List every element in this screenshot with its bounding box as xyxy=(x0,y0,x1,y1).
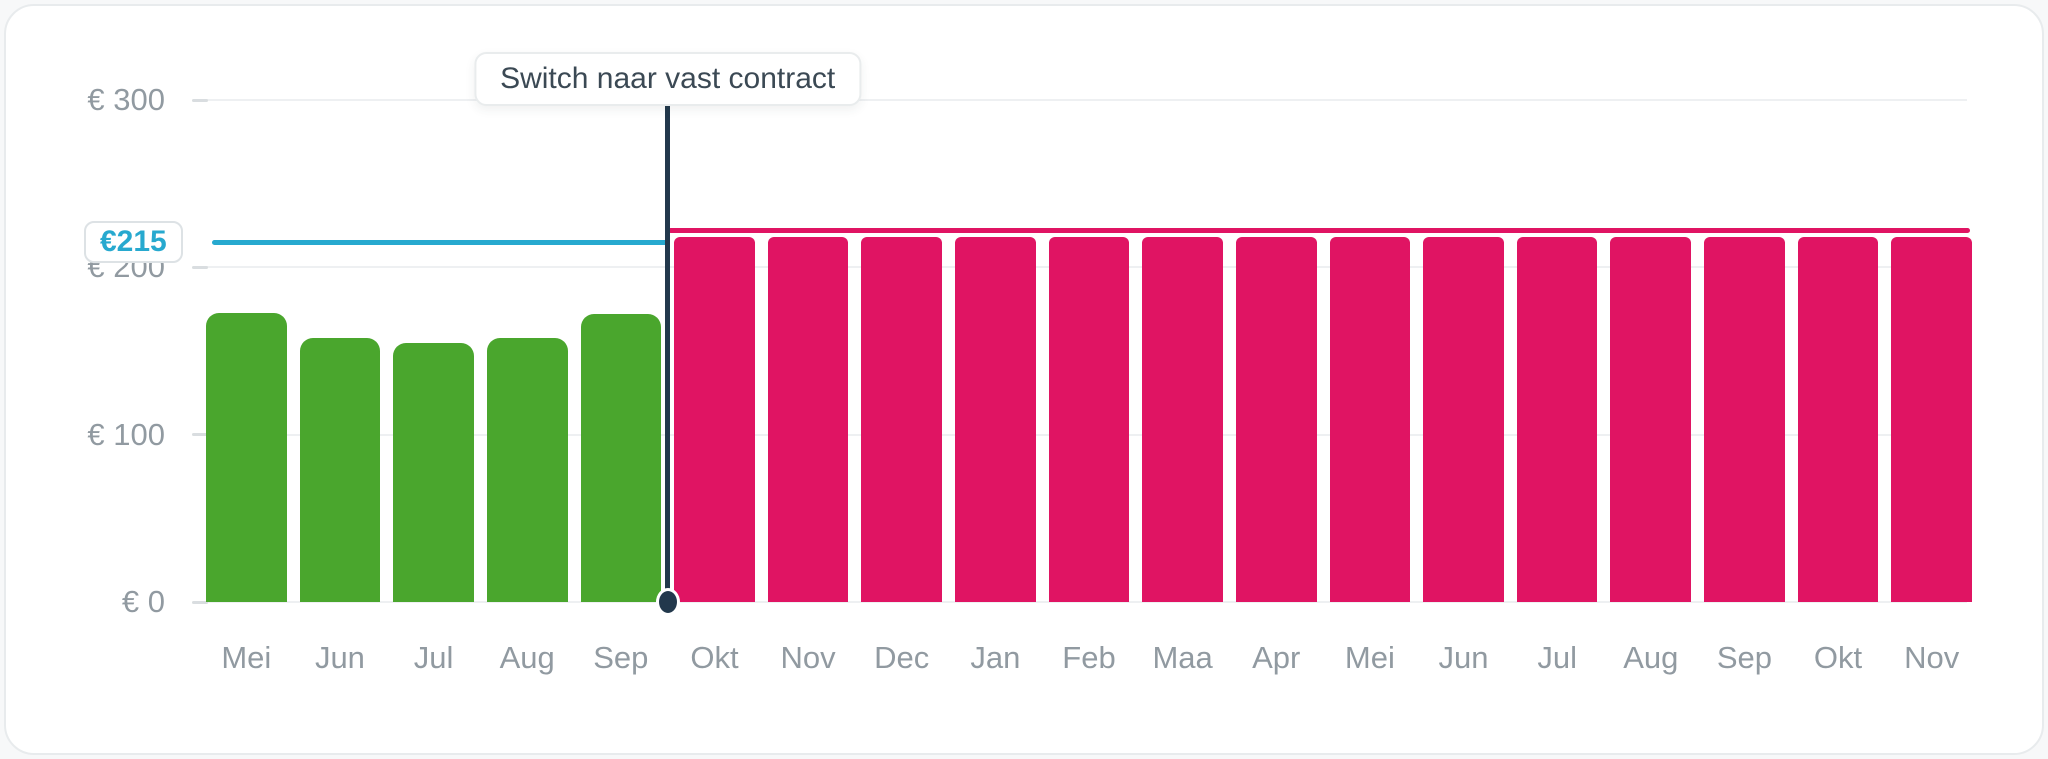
current-price-badge: €215 xyxy=(84,221,183,264)
bar-dec[interactable] xyxy=(861,237,943,602)
x-axis-label: Nov xyxy=(780,640,836,675)
x-axis-label: Aug xyxy=(1623,640,1679,675)
x-axis-label: Jun xyxy=(1438,640,1489,675)
bar-nov[interactable] xyxy=(1891,237,1972,602)
bar-mei[interactable] xyxy=(206,312,287,602)
bar-jan[interactable] xyxy=(955,237,1036,602)
x-axis-label: Dec xyxy=(874,640,930,675)
y-axis-label: € 0 xyxy=(121,584,165,619)
switch-annotation-label: Switch naar vast contract xyxy=(500,62,836,95)
x-axis-label: Feb xyxy=(1062,640,1116,675)
x-axis-label: Jun xyxy=(314,640,365,675)
y-tick xyxy=(192,433,208,437)
x-axis-label: Apr xyxy=(1252,640,1301,675)
y-gridline xyxy=(200,99,1967,101)
bar-mei[interactable] xyxy=(1329,237,1411,602)
y-axis-label: € 100 xyxy=(87,416,165,452)
y-tick xyxy=(192,600,208,604)
bar-apr[interactable] xyxy=(1235,237,1317,602)
bar-okt[interactable] xyxy=(674,237,755,602)
fixed-contract-line xyxy=(667,228,1970,234)
x-axis-label: Okt xyxy=(1813,640,1863,675)
y-tick xyxy=(192,98,208,102)
x-axis-label: Jan xyxy=(970,640,1021,675)
bar-feb[interactable] xyxy=(1048,237,1130,602)
x-axis-label: Mei xyxy=(221,640,272,675)
y-axis-label: € 300 xyxy=(87,82,165,117)
x-axis-label: Nov xyxy=(1904,640,1960,675)
x-axis-label: Jul xyxy=(1537,640,1577,675)
bar-sep[interactable] xyxy=(580,314,662,602)
x-axis-label: Maa xyxy=(1152,640,1213,675)
y-gridline xyxy=(200,601,1967,603)
x-axis-label: Sep xyxy=(593,640,649,675)
bar-maa[interactable] xyxy=(1142,237,1223,602)
y-tick xyxy=(192,265,208,269)
bar-okt[interactable] xyxy=(1797,237,1879,602)
bar-jul[interactable] xyxy=(393,342,474,602)
x-axis-label: Okt xyxy=(690,640,739,675)
bar-jun[interactable] xyxy=(299,337,381,602)
bar-jun[interactable] xyxy=(1423,237,1504,602)
bar-sep[interactable] xyxy=(1704,237,1785,602)
switch-annotation-tooltip[interactable]: Switch naar vast contract xyxy=(474,52,862,106)
bar-nov[interactable] xyxy=(767,237,849,602)
bar-aug[interactable] xyxy=(486,337,568,602)
current-price-line xyxy=(212,239,668,245)
x-axis-label: Mei xyxy=(1344,640,1395,675)
current-price-label: €215 xyxy=(100,225,167,259)
x-axis-label: Jul xyxy=(413,640,454,675)
x-axis-label: Aug xyxy=(499,640,555,675)
x-axis-label: Sep xyxy=(1716,640,1772,675)
switch-point-handle[interactable] xyxy=(655,588,680,616)
switch-annotation-line xyxy=(665,100,671,602)
bar-aug[interactable] xyxy=(1610,237,1692,602)
bar-jul[interactable] xyxy=(1516,237,1598,602)
